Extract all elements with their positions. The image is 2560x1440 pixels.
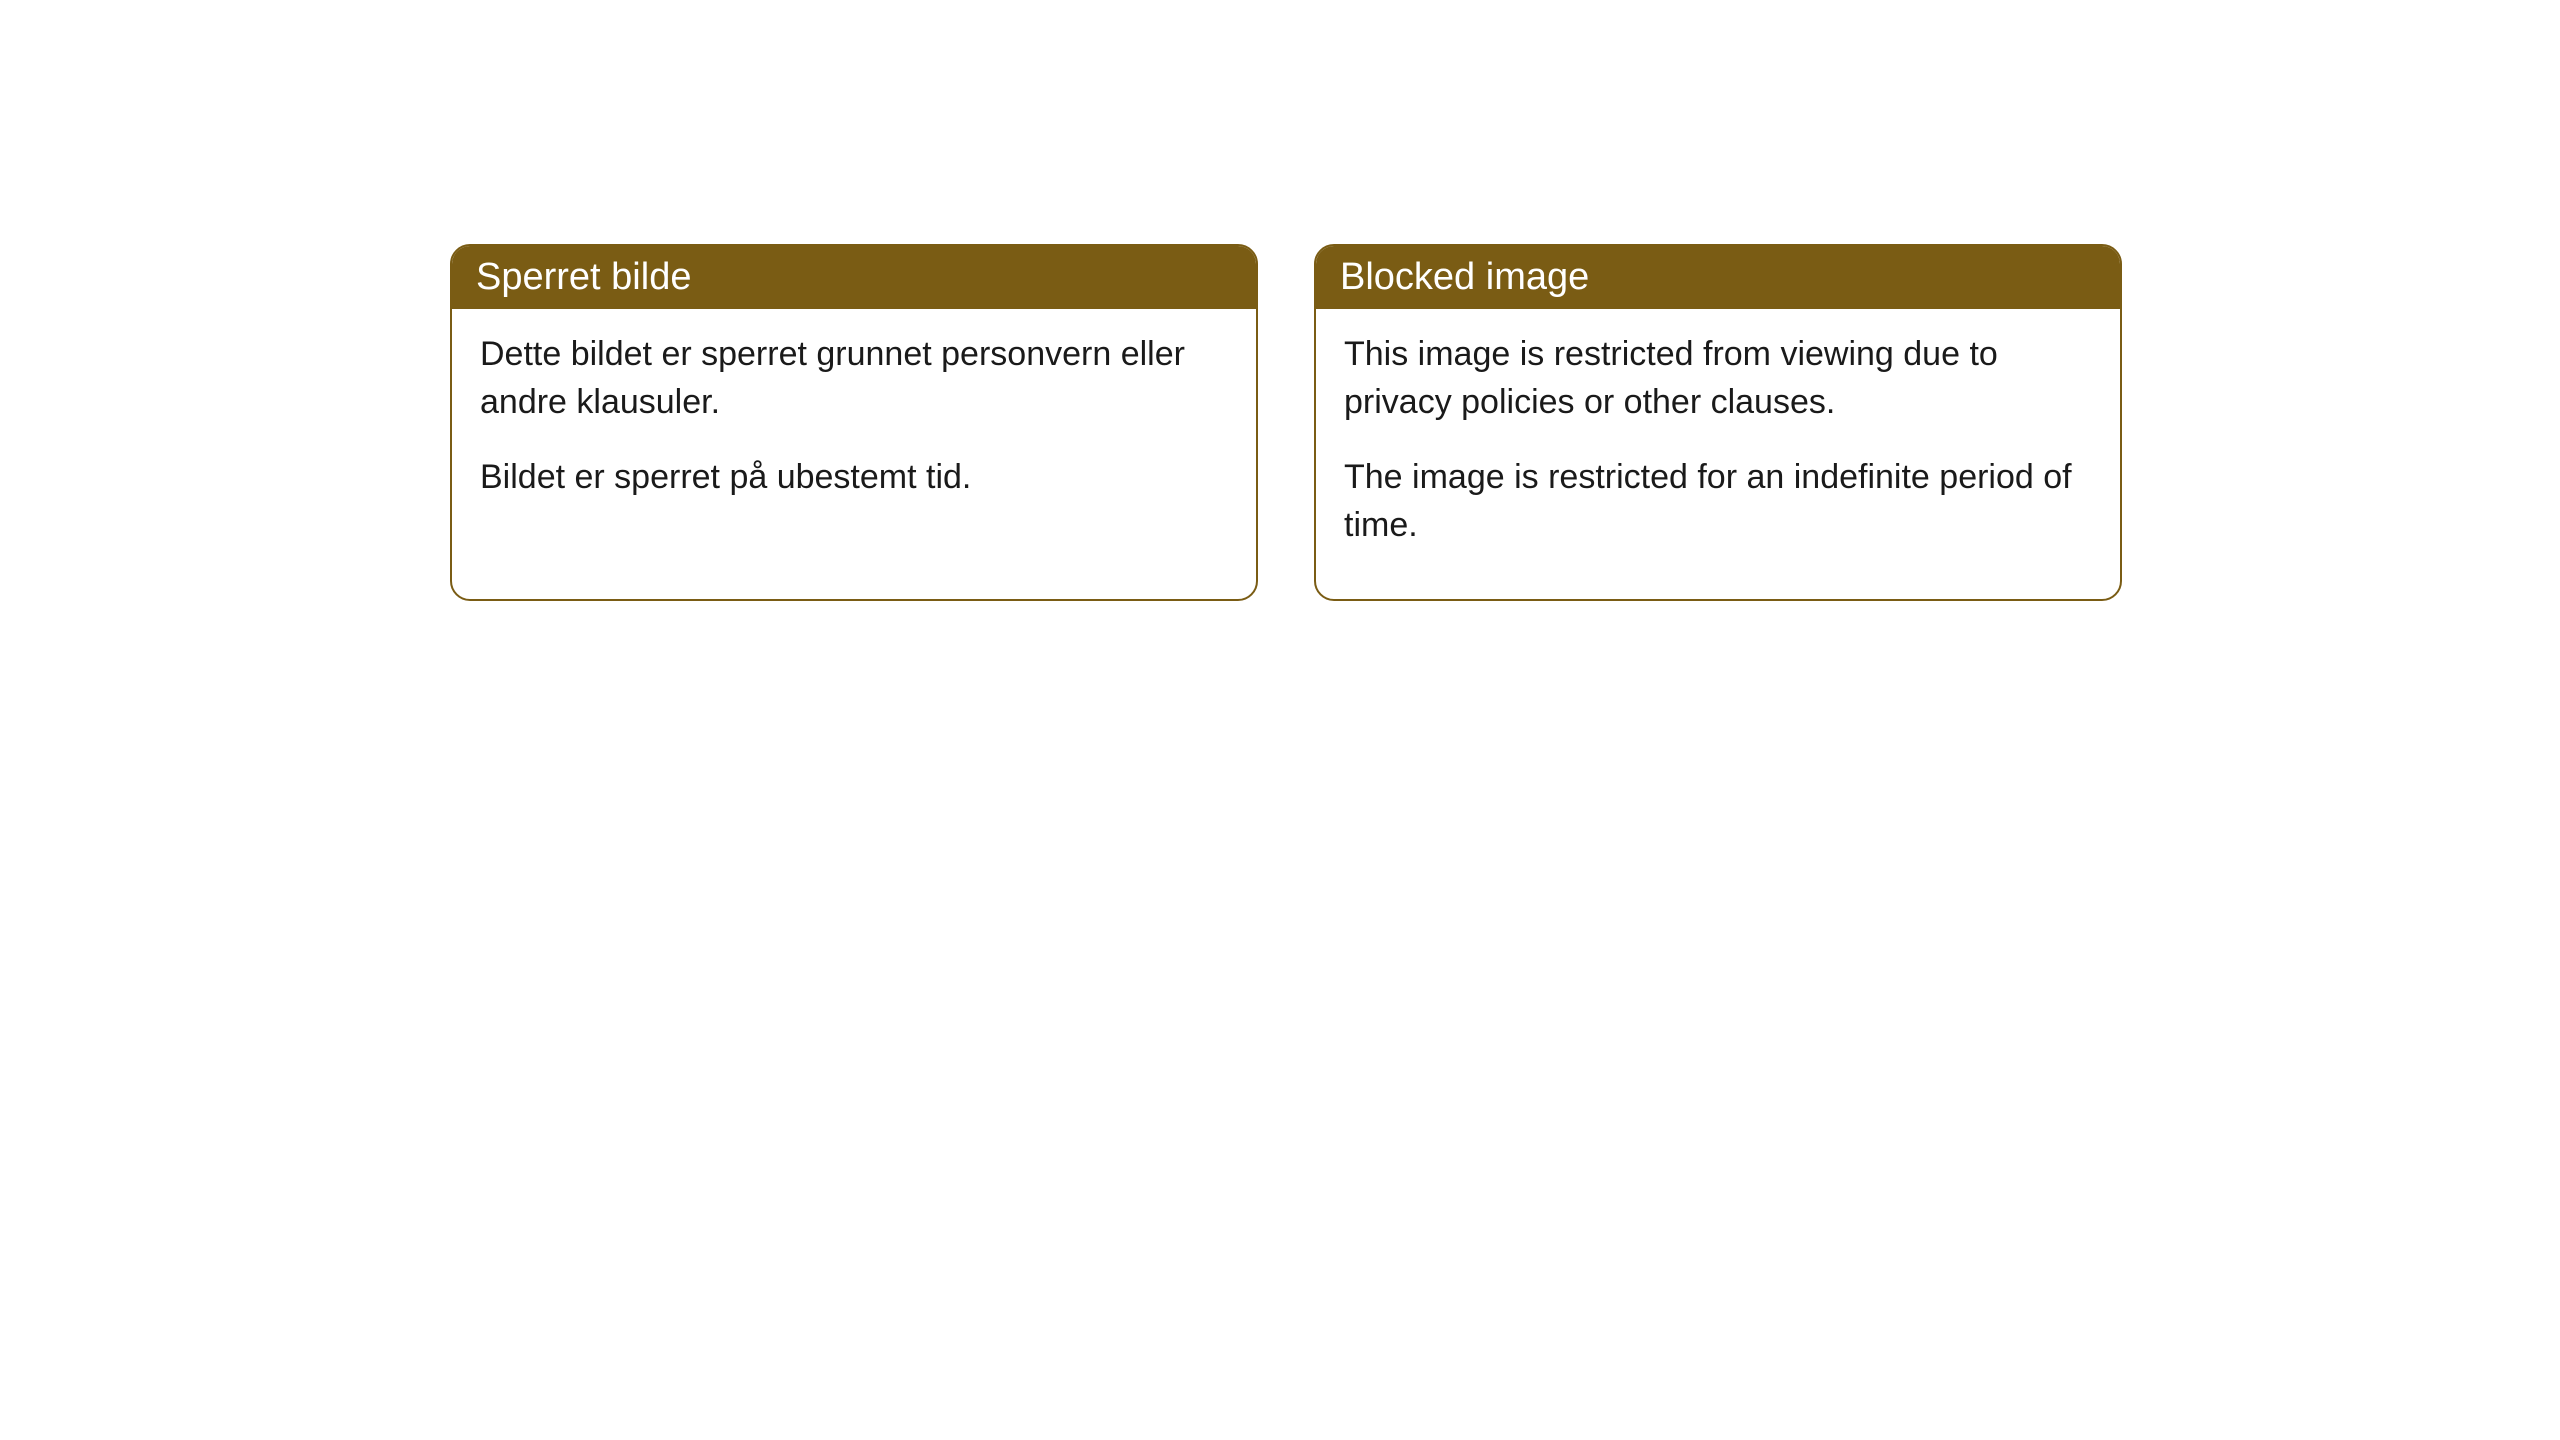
notice-card-norwegian: Sperret bilde Dette bildet er sperret gr…: [450, 244, 1258, 601]
card-body: Dette bildet er sperret grunnet personve…: [452, 309, 1256, 552]
notice-card-english: Blocked image This image is restricted f…: [1314, 244, 2122, 601]
notice-text: Bildet er sperret på ubestemt tid.: [480, 454, 1228, 502]
card-header: Blocked image: [1316, 246, 2120, 309]
card-body: This image is restricted from viewing du…: [1316, 309, 2120, 599]
notice-text: Dette bildet er sperret grunnet personve…: [480, 331, 1228, 426]
card-header: Sperret bilde: [452, 246, 1256, 309]
notice-text: The image is restricted for an indefinit…: [1344, 454, 2092, 549]
notice-cards-container: Sperret bilde Dette bildet er sperret gr…: [450, 244, 2560, 601]
notice-text: This image is restricted from viewing du…: [1344, 331, 2092, 426]
